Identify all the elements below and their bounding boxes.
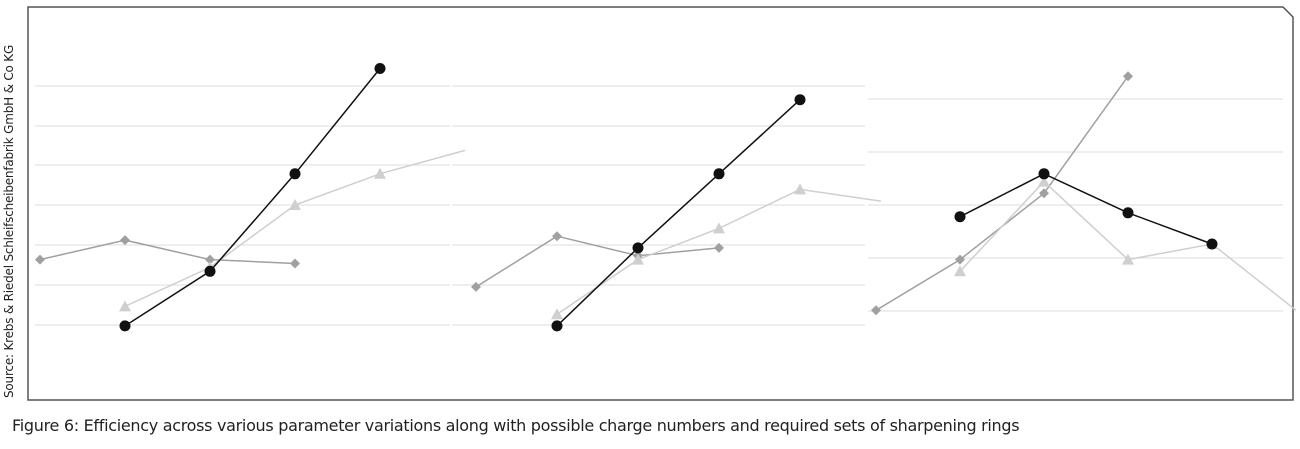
data-point-circle <box>1206 238 1218 250</box>
series-line-triangle <box>959 180 1297 311</box>
series-circle <box>954 168 1218 250</box>
data-point-triangle <box>1038 175 1050 187</box>
data-point-diamond <box>1123 71 1133 82</box>
data-point-diamond <box>552 231 562 242</box>
figure-caption: Figure 6: Efficiency across various para… <box>12 416 1020 435</box>
data-point-circle <box>119 320 131 332</box>
series-line-diamond <box>39 239 296 265</box>
series-line-diamond <box>475 235 720 288</box>
series-diamond <box>471 231 724 292</box>
data-point-circle <box>204 265 216 277</box>
data-point-circle <box>794 94 806 106</box>
data-point-triangle <box>713 222 725 234</box>
chart-frame <box>27 6 1294 401</box>
series-line-circle <box>959 172 1213 245</box>
series-line-circle <box>556 99 801 327</box>
data-point-triangle <box>632 253 644 265</box>
data-point-triangle <box>1122 253 1134 265</box>
data-point-triangle <box>794 183 806 195</box>
series-circle <box>551 94 806 332</box>
data-point-triangle <box>551 308 563 320</box>
data-point-diamond <box>205 254 215 265</box>
data-point-diamond <box>714 242 724 253</box>
data-point-circle <box>551 320 563 332</box>
data-point-diamond <box>290 258 300 269</box>
data-point-triangle <box>954 265 966 277</box>
series-diamond <box>35 235 300 269</box>
series-triangle <box>551 183 882 320</box>
data-point-diamond <box>35 254 45 265</box>
series-triangle <box>954 175 1297 311</box>
data-point-diamond <box>955 254 965 265</box>
source-note: Source: Krebs & Riedel Schleifscheibenfa… <box>2 44 16 398</box>
data-point-circle <box>1122 207 1134 219</box>
chart-panel-2 <box>452 85 882 332</box>
data-point-circle <box>632 242 644 254</box>
data-point-diamond <box>871 305 881 316</box>
data-point-triangle <box>289 199 301 210</box>
series-line-diamond <box>875 75 1129 311</box>
series-circle <box>119 63 386 332</box>
series-line-circle <box>124 68 381 327</box>
data-point-triangle <box>374 167 386 179</box>
chart-panel-1 <box>35 63 466 332</box>
series-diamond <box>871 71 1133 316</box>
data-point-diamond <box>1039 188 1049 199</box>
data-point-circle <box>374 63 386 74</box>
data-point-circle <box>289 168 301 180</box>
data-point-circle <box>1038 168 1050 180</box>
data-point-diamond <box>471 281 481 292</box>
chart-panel-3 <box>868 71 1297 316</box>
data-point-circle <box>954 211 966 223</box>
data-point-circle <box>713 168 725 180</box>
data-point-triangle <box>119 300 131 312</box>
data-point-diamond <box>120 235 130 246</box>
